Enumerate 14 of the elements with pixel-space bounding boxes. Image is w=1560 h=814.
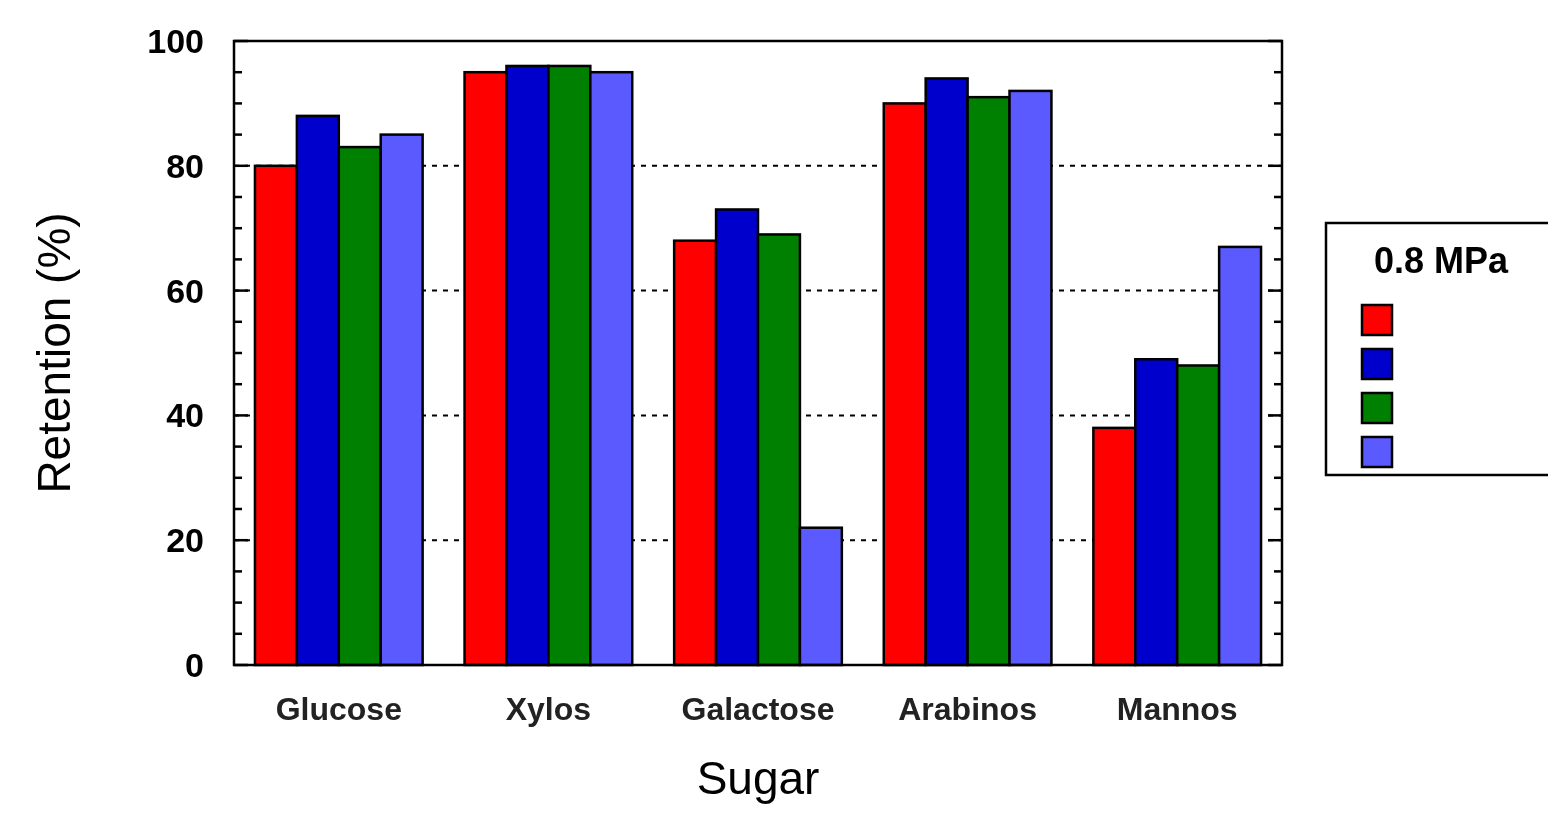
y-tick-label: 80 bbox=[166, 146, 204, 185]
x-tick-label: Xylos bbox=[505, 691, 592, 727]
y-tick-label: 40 bbox=[166, 396, 204, 435]
x-axis-title: Sugar bbox=[696, 752, 820, 804]
x-tick-label: Galactose bbox=[681, 691, 835, 727]
x-tick-label: Arabinos bbox=[898, 691, 1037, 727]
x-tick-label: Mannos bbox=[1116, 691, 1238, 727]
y-tick-label: 60 bbox=[166, 271, 204, 310]
y-tick-label: 0 bbox=[185, 645, 204, 684]
x-tick-label: Glucose bbox=[275, 691, 402, 727]
y-tick-label: 20 bbox=[166, 521, 204, 560]
y-tick-label: 100 bbox=[147, 21, 204, 60]
y-axis-title: Retention (%) bbox=[28, 212, 80, 494]
legend-title: 0.8 MPa bbox=[1373, 240, 1510, 281]
